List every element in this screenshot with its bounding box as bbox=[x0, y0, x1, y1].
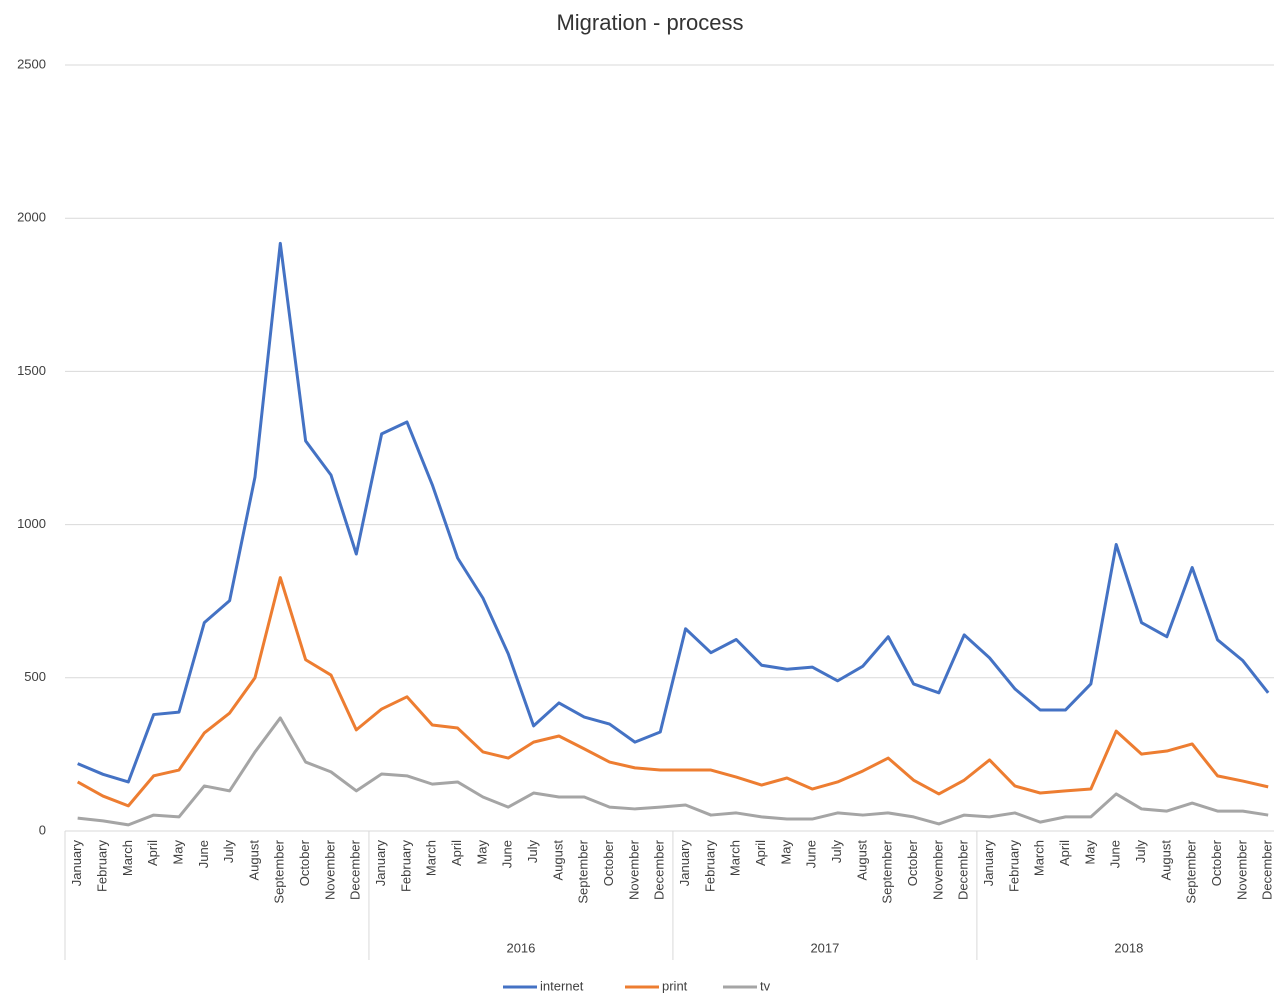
x-tick-label: August bbox=[1158, 840, 1173, 881]
y-tick-label: 0 bbox=[39, 822, 46, 837]
x-tick-label: February bbox=[702, 840, 717, 893]
x-tick-label: December bbox=[1260, 839, 1274, 900]
x-tick-label: March bbox=[728, 840, 743, 876]
x-tick-label: July bbox=[829, 840, 844, 864]
x-tick-label: November bbox=[626, 839, 641, 900]
x-tick-label: June bbox=[196, 840, 211, 868]
x-tick-label: June bbox=[500, 840, 515, 868]
x-tick-label: October bbox=[601, 839, 616, 886]
x-tick-label: December bbox=[652, 839, 667, 900]
x-tick-label: January bbox=[981, 840, 996, 887]
x-tick-label: June bbox=[1108, 840, 1123, 868]
legend-label: tv bbox=[760, 978, 771, 993]
y-tick-label: 1500 bbox=[17, 363, 46, 378]
x-tick-label: September bbox=[576, 839, 591, 903]
x-tick-label: April bbox=[145, 840, 160, 866]
line-series bbox=[77, 241, 1270, 784]
x-tick-label: January bbox=[677, 840, 692, 887]
x-tick-label: May bbox=[474, 840, 489, 865]
x-tick-label: August bbox=[854, 840, 869, 881]
y-tick-label: 2500 bbox=[17, 56, 46, 71]
x-tick-label: May bbox=[1082, 840, 1097, 865]
group-label: 2018 bbox=[1114, 940, 1143, 955]
x-tick-label: September bbox=[272, 839, 287, 903]
x-tick-label: June bbox=[804, 840, 819, 868]
x-tick-label: May bbox=[170, 840, 185, 865]
x-tick-label: November bbox=[930, 839, 945, 900]
x-tick-label: February bbox=[398, 840, 413, 893]
x-tick-label: May bbox=[778, 840, 793, 865]
group-label: 2017 bbox=[810, 940, 839, 955]
x-tick-label: August bbox=[550, 840, 565, 881]
x-tick-label: December bbox=[956, 839, 971, 900]
x-tick-label: July bbox=[1133, 840, 1148, 864]
x-tick-label: July bbox=[221, 840, 236, 864]
x-tick-label: September bbox=[1184, 839, 1199, 903]
x-tick-label: April bbox=[449, 840, 464, 866]
y-tick-label: 500 bbox=[24, 669, 46, 684]
legend-label: internet bbox=[540, 978, 584, 993]
x-tick-label: November bbox=[1234, 839, 1249, 900]
x-tick-label: March bbox=[1032, 840, 1047, 876]
x-tick-label: October bbox=[905, 839, 920, 886]
chart-title: Migration - process bbox=[556, 10, 743, 35]
x-tick-label: January bbox=[373, 840, 388, 887]
legend-label: print bbox=[662, 978, 688, 993]
x-tick-label: March bbox=[424, 840, 439, 876]
x-tick-label: February bbox=[1006, 840, 1021, 893]
x-tick-label: February bbox=[94, 840, 109, 893]
line-series bbox=[76, 576, 1269, 808]
x-tick-label: December bbox=[348, 839, 363, 900]
y-tick-label: 1000 bbox=[17, 516, 46, 531]
x-tick-label: March bbox=[120, 840, 135, 876]
line-series bbox=[77, 716, 1269, 827]
x-tick-label: August bbox=[246, 840, 261, 881]
group-label: 2016 bbox=[506, 940, 535, 955]
x-tick-label: September bbox=[880, 839, 895, 903]
x-tick-label: July bbox=[525, 840, 540, 864]
x-tick-label: November bbox=[322, 839, 337, 900]
y-tick-label: 2000 bbox=[17, 210, 46, 225]
x-tick-label: April bbox=[1057, 840, 1072, 866]
x-tick-label: January bbox=[69, 840, 84, 887]
x-tick-label: October bbox=[297, 839, 312, 886]
x-tick-label: October bbox=[1209, 839, 1224, 886]
x-tick-label: April bbox=[753, 840, 768, 866]
